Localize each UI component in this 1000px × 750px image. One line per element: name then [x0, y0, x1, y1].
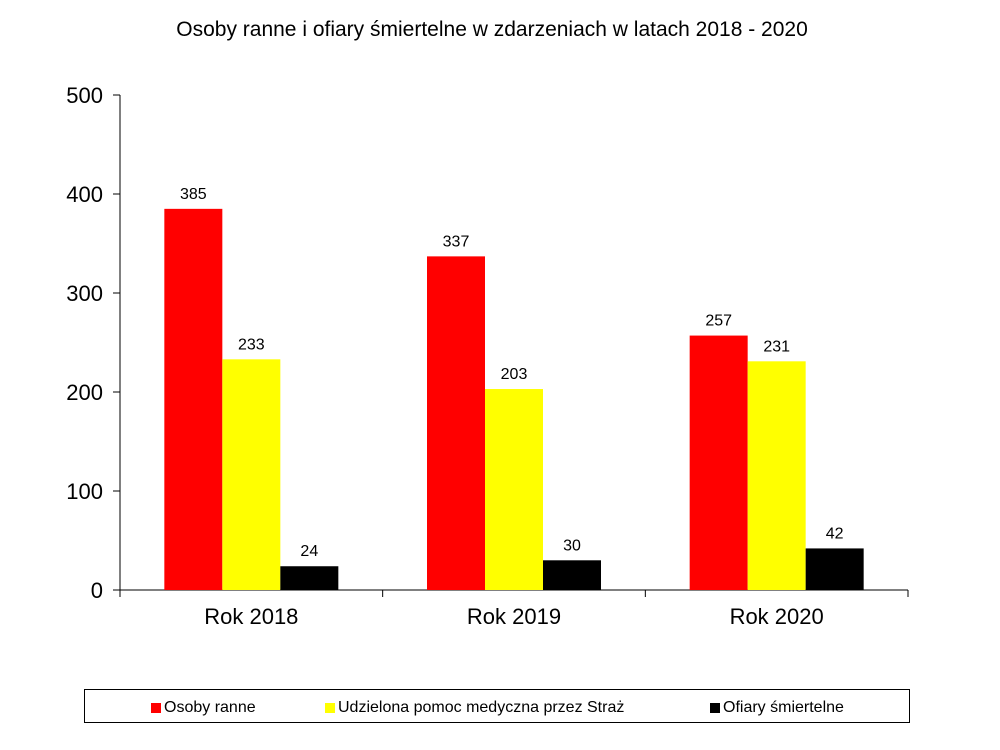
- data-label: 24: [300, 543, 318, 560]
- bar: [164, 208, 223, 590]
- data-label: 231: [763, 338, 790, 355]
- legend-label: Udzielona pomoc medyczna przez Straż: [338, 699, 625, 716]
- chart-legend: Osoby ranne Udzielona pomoc medyczna prz…: [84, 689, 910, 723]
- legend-swatch-black: [710, 703, 720, 713]
- y-tick-label: 0: [91, 578, 103, 603]
- y-tick-label: 400: [66, 182, 103, 207]
- legend-label: Osoby ranne: [164, 699, 256, 716]
- bar: [485, 389, 543, 590]
- legend-label: Ofiary śmiertelne: [723, 699, 844, 716]
- chart-title: Osoby ranne i ofiary śmiertelne w zdarze…: [176, 18, 808, 41]
- y-tick-label: 500: [66, 83, 103, 108]
- y-tick-label: 300: [66, 281, 103, 306]
- bar: [689, 335, 748, 590]
- bar: [543, 560, 601, 590]
- x-category-label: Rok 2020: [730, 604, 824, 629]
- legend-swatch-red: [151, 703, 161, 713]
- bar: [427, 256, 485, 590]
- y-tick-label: 200: [66, 380, 103, 405]
- data-label: 42: [826, 525, 844, 542]
- legend-item-pomoc-medyczna: Udzielona pomoc medyczna przez Straż: [325, 699, 624, 717]
- y-tick-label: 100: [66, 479, 103, 504]
- bar: [805, 548, 864, 590]
- legend-item-ofiary-smiertelne: Ofiary śmiertelne: [710, 699, 844, 717]
- bar: [280, 566, 339, 590]
- data-label: 257: [705, 313, 732, 330]
- x-category-label: Rok 2019: [467, 604, 561, 629]
- bar: [222, 359, 281, 590]
- legend-swatch-yellow: [325, 703, 335, 713]
- data-label: 233: [238, 336, 265, 353]
- x-category-label: Rok 2018: [204, 604, 298, 629]
- legend-item-osoby-ranne: Osoby ranne: [151, 699, 256, 717]
- bar: [747, 361, 806, 590]
- data-label: 203: [501, 366, 528, 383]
- data-label: 385: [180, 186, 207, 203]
- data-label: 337: [443, 233, 470, 250]
- data-label: 30: [563, 537, 581, 554]
